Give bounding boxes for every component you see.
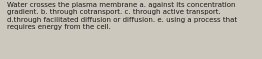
Text: Water crosses the plasma membrane a. against its concentration
gradient. b. thro: Water crosses the plasma membrane a. aga… <box>7 2 237 30</box>
